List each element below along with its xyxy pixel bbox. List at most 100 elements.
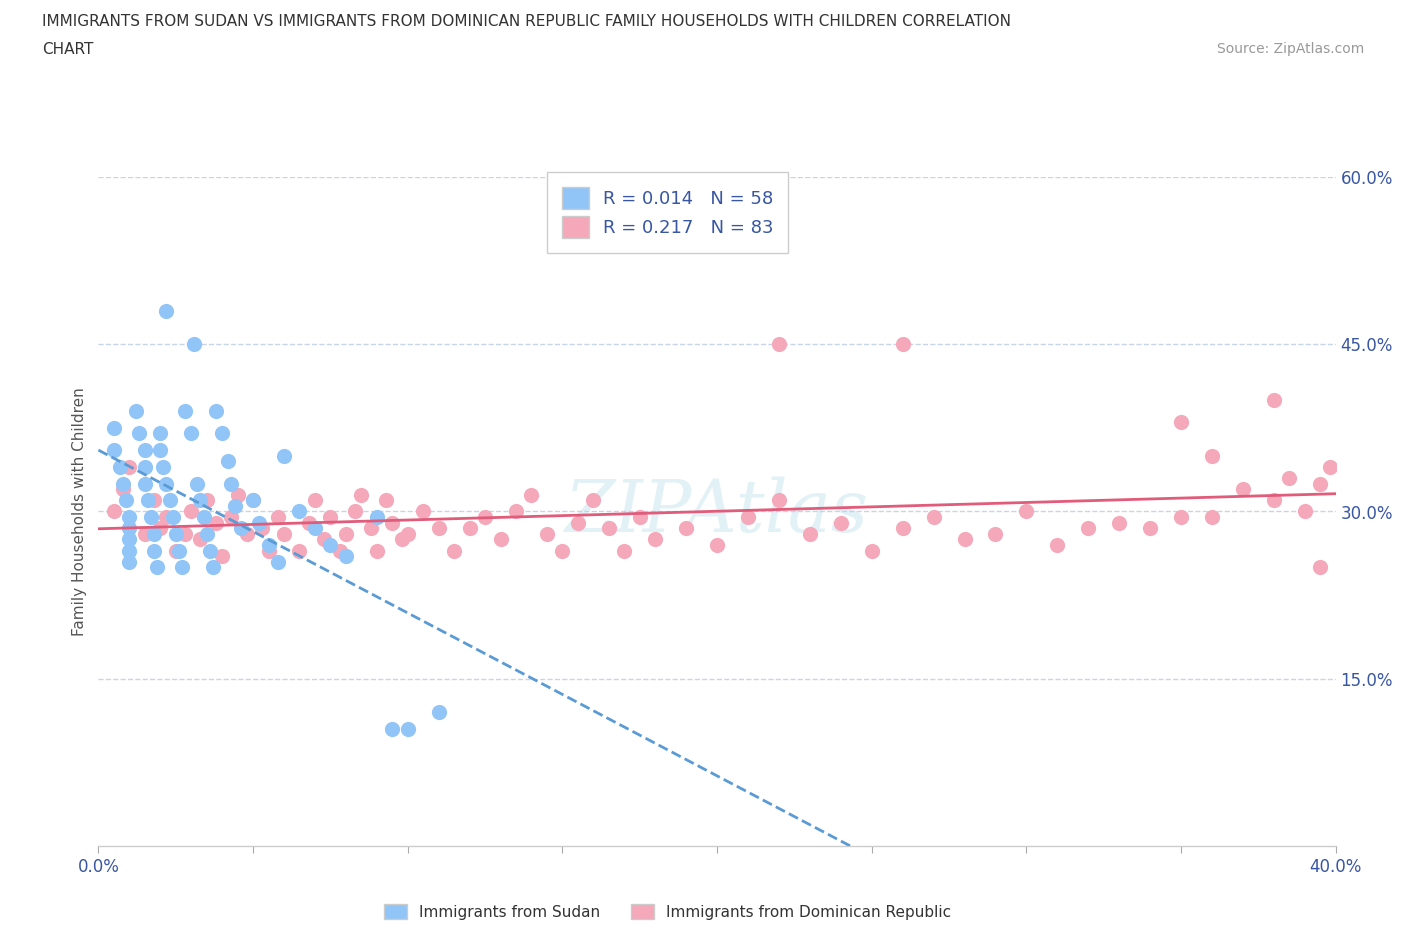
Point <box>381 515 404 530</box>
Point <box>134 459 156 474</box>
Point <box>329 543 352 558</box>
Point <box>165 543 187 558</box>
Point <box>103 443 125 458</box>
Point <box>1139 521 1161 536</box>
Point <box>118 532 141 547</box>
Point <box>217 454 239 469</box>
Point <box>1201 510 1223 525</box>
Point <box>474 510 496 525</box>
Point <box>115 493 138 508</box>
Point <box>190 493 212 508</box>
Point <box>180 504 202 519</box>
Point <box>152 459 174 474</box>
Point <box>391 532 413 547</box>
Point <box>180 426 202 441</box>
Point <box>242 493 264 508</box>
Point <box>458 521 481 536</box>
Point <box>335 526 357 541</box>
Point <box>536 526 558 541</box>
Point <box>768 337 790 352</box>
Point <box>768 493 790 508</box>
Point <box>118 543 141 558</box>
Point <box>229 521 252 536</box>
Point <box>143 493 166 508</box>
Point <box>319 538 342 552</box>
Point <box>830 515 852 530</box>
Point <box>165 526 187 541</box>
Point <box>1201 448 1223 463</box>
Point <box>183 337 205 352</box>
Point <box>236 526 259 541</box>
Point <box>922 510 945 525</box>
Point <box>489 532 512 547</box>
Point <box>136 493 159 508</box>
Point <box>149 426 172 441</box>
Point <box>344 504 367 519</box>
Point <box>427 705 450 720</box>
Point <box>205 515 228 530</box>
Point <box>1170 510 1192 525</box>
Point <box>567 515 589 530</box>
Point <box>396 722 419 737</box>
Point <box>167 543 190 558</box>
Point <box>335 549 357 564</box>
Point <box>201 560 224 575</box>
Point <box>247 515 270 530</box>
Point <box>155 476 177 491</box>
Point <box>195 493 218 508</box>
Point <box>613 543 636 558</box>
Point <box>737 510 759 525</box>
Point <box>273 526 295 541</box>
Point <box>128 426 150 441</box>
Point <box>146 560 169 575</box>
Point <box>366 510 388 525</box>
Point <box>174 526 197 541</box>
Text: CHART: CHART <box>42 42 94 57</box>
Text: IMMIGRANTS FROM SUDAN VS IMMIGRANTS FROM DOMINICAN REPUBLIC FAMILY HOUSEHOLDS WI: IMMIGRANTS FROM SUDAN VS IMMIGRANTS FROM… <box>42 14 1011 29</box>
Point <box>860 543 883 558</box>
Point <box>170 560 193 575</box>
Point <box>186 476 208 491</box>
Point <box>706 538 728 552</box>
Point <box>221 476 243 491</box>
Point <box>551 543 574 558</box>
Point <box>288 543 311 558</box>
Point <box>1319 459 1341 474</box>
Point <box>675 521 697 536</box>
Point <box>252 521 274 536</box>
Point <box>226 487 249 502</box>
Point <box>1232 482 1254 497</box>
Point <box>134 526 156 541</box>
Point <box>224 498 246 513</box>
Point <box>159 493 181 508</box>
Point <box>267 554 290 569</box>
Point <box>891 337 914 352</box>
Point <box>257 538 280 552</box>
Point <box>162 510 184 525</box>
Point <box>221 510 243 525</box>
Point <box>267 510 290 525</box>
Point <box>799 526 821 541</box>
Point <box>891 521 914 536</box>
Legend: Immigrants from Sudan, Immigrants from Dominican Republic: Immigrants from Sudan, Immigrants from D… <box>378 897 957 925</box>
Point <box>134 443 156 458</box>
Point <box>1263 392 1285 407</box>
Point <box>396 526 419 541</box>
Point <box>350 487 373 502</box>
Point <box>381 722 404 737</box>
Point <box>118 459 141 474</box>
Point <box>1046 538 1069 552</box>
Text: Source: ZipAtlas.com: Source: ZipAtlas.com <box>1216 42 1364 56</box>
Point <box>1278 471 1301 485</box>
Point <box>193 510 215 525</box>
Point <box>124 404 146 418</box>
Point <box>190 532 212 547</box>
Point <box>628 510 651 525</box>
Point <box>1108 515 1130 530</box>
Point <box>427 521 450 536</box>
Point <box>118 554 141 569</box>
Point <box>211 549 233 564</box>
Point <box>103 504 125 519</box>
Point <box>412 504 434 519</box>
Point <box>1170 415 1192 430</box>
